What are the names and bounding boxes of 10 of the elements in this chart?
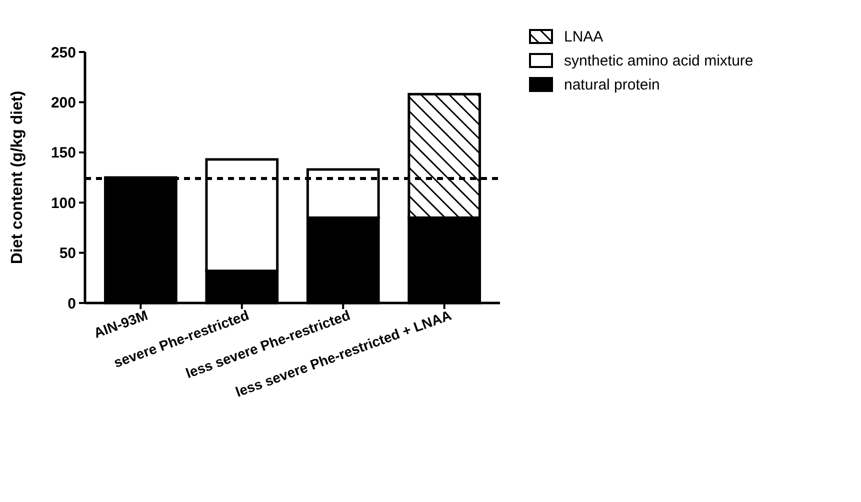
y-tick-label: 50 (59, 245, 76, 262)
y-tick-label: 200 (50, 94, 76, 112)
legend-label: natural protein (564, 76, 660, 94)
y-tick-label: 0 (68, 295, 76, 312)
legend-label: LNAA (564, 28, 604, 46)
legend-label: synthetic amino acid mixture (564, 52, 754, 70)
y-tick-label: 150 (50, 144, 76, 162)
y-tick-label: 100 (50, 194, 76, 212)
y-axis-title: Diet content (g/kg diet) (9, 90, 26, 264)
y-tick-label: 250 (50, 44, 76, 62)
